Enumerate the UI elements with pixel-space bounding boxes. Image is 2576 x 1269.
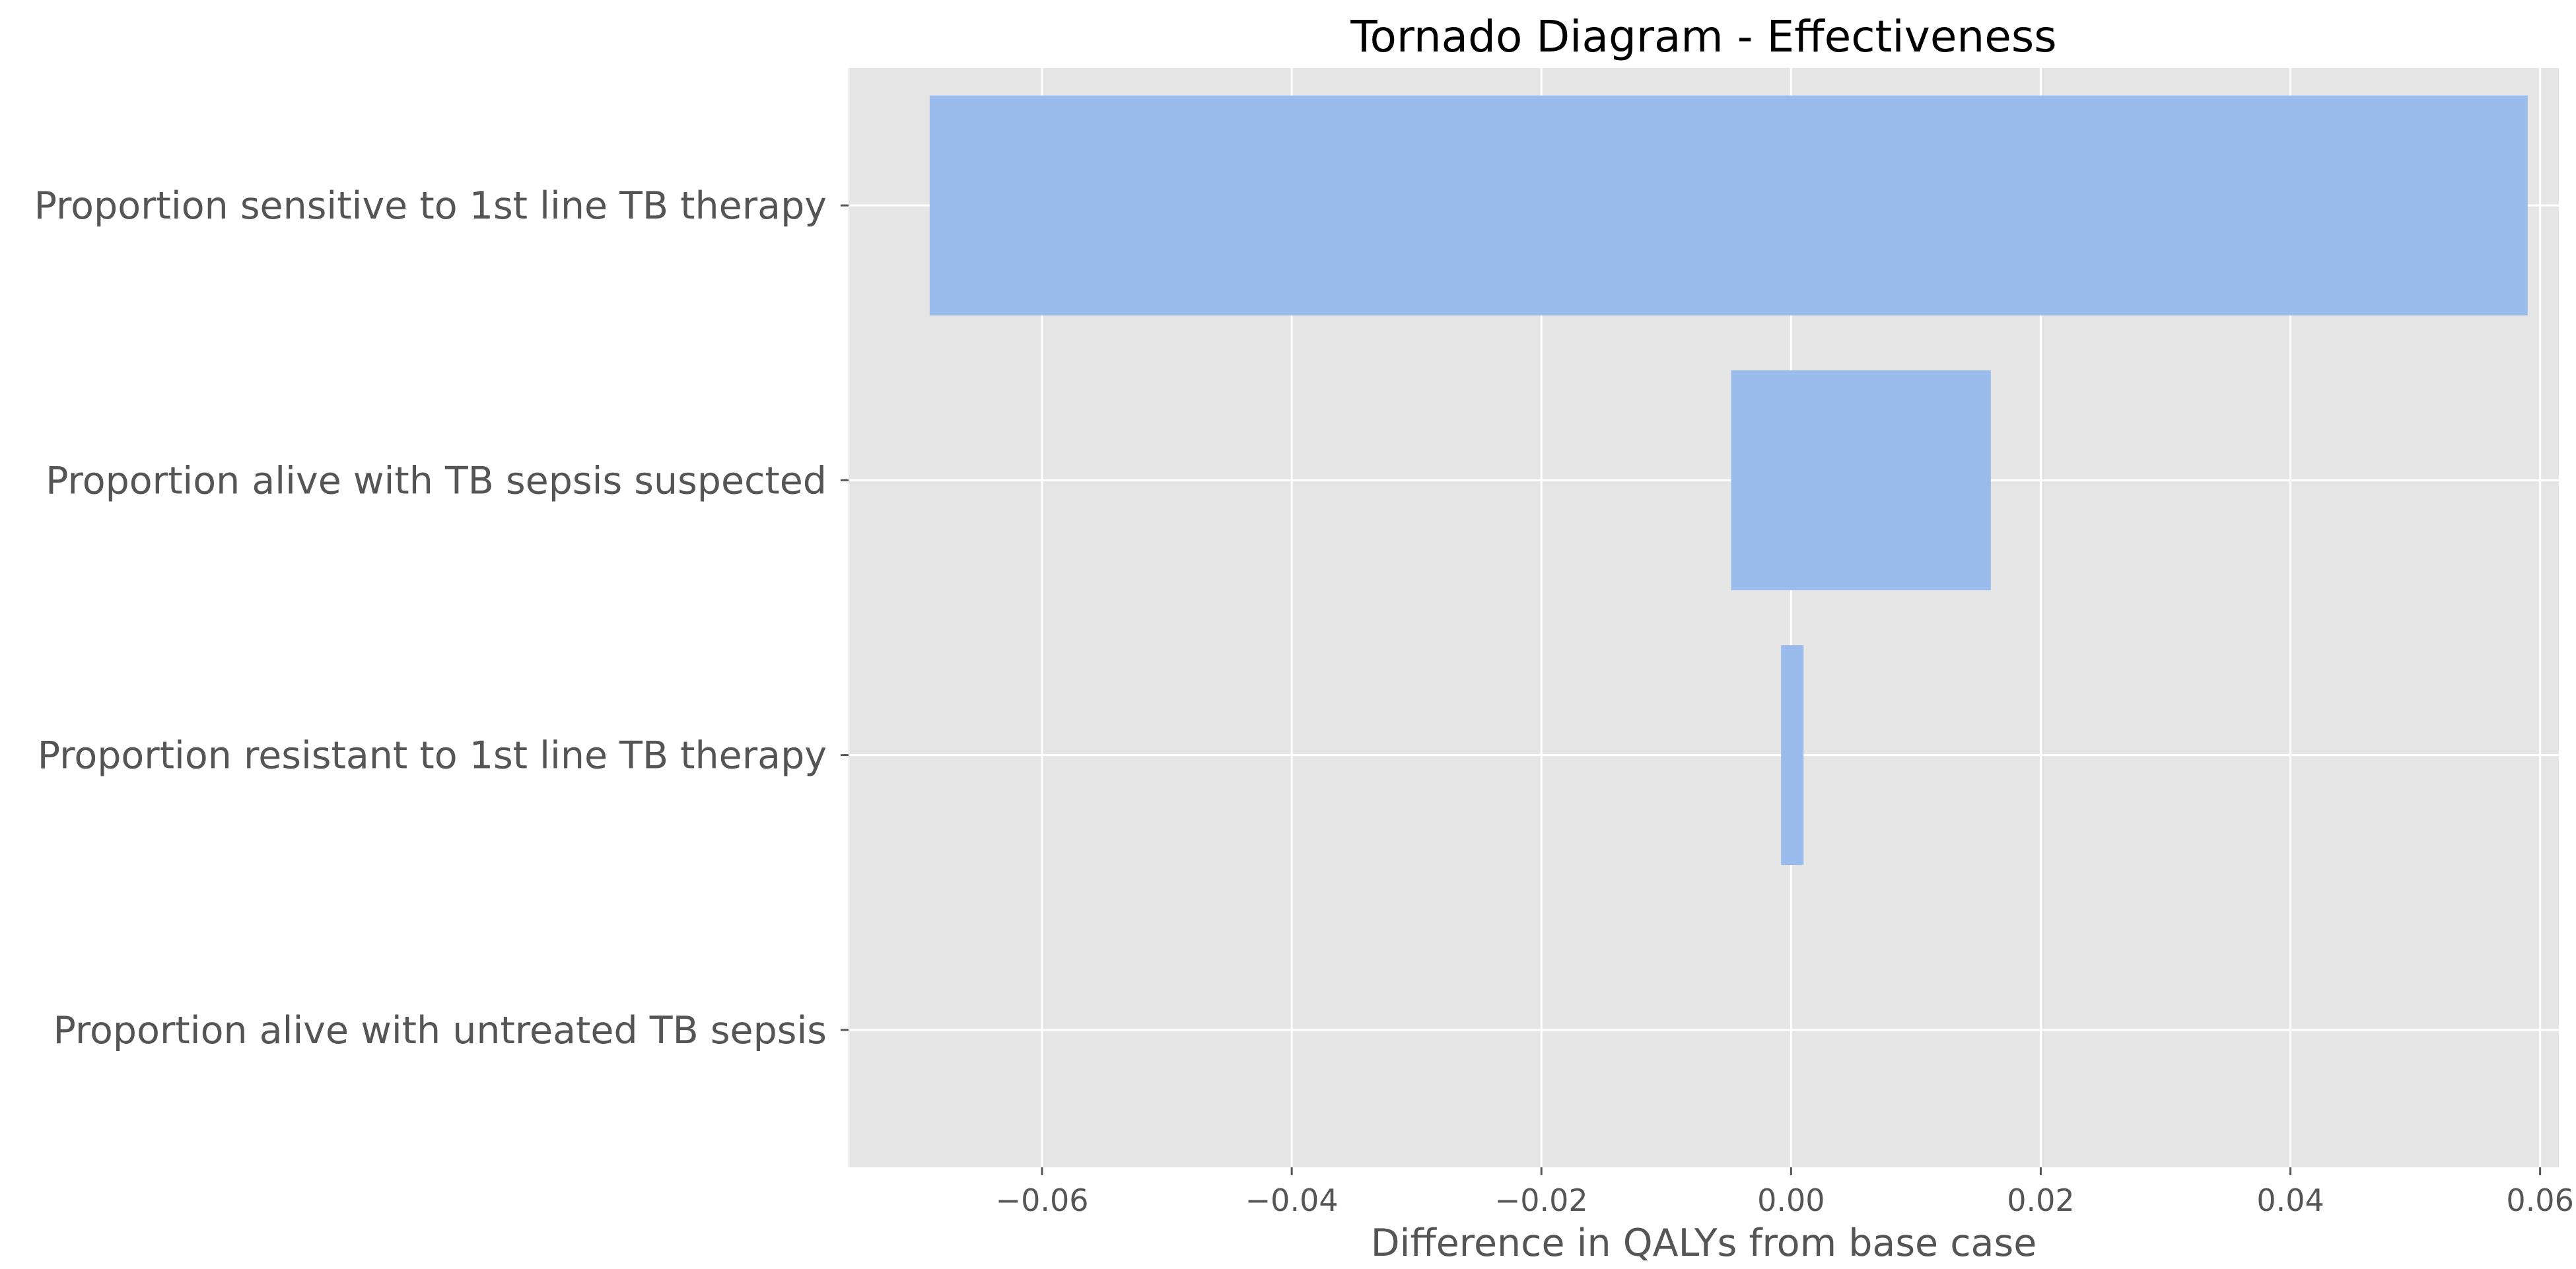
bar-2: [1731, 370, 1991, 590]
y-axis: Proportion sensitive to 1st line TB ther…: [34, 184, 849, 1052]
category-label: Proportion resistant to 1st line TB ther…: [38, 734, 827, 778]
bars: [929, 95, 2528, 866]
x-tick-label: 0.00: [1757, 1183, 1825, 1218]
bar-3: [1781, 645, 1804, 866]
category-label: Proportion sensitive to 1st line TB ther…: [34, 184, 827, 228]
x-tick-label: −0.06: [996, 1183, 1089, 1218]
x-tick-label: 0.02: [2007, 1183, 2074, 1218]
category-label: Proportion alive with TB sepsis suspecte…: [46, 459, 827, 502]
x-tick-label: −0.02: [1495, 1183, 1588, 1218]
x-tick-label: 0.04: [2256, 1183, 2324, 1218]
bar-1: [929, 95, 2528, 316]
x-tick-label: 0.06: [2506, 1183, 2573, 1218]
x-tick-label: −0.04: [1245, 1183, 1339, 1218]
x-axis-label: Difference in QALYs from base case: [1371, 1221, 2037, 1265]
chart-title: Tornado Diagram - Effectiveness: [1350, 11, 2056, 62]
x-axis: −0.06 −0.04 −0.02 0.00 0.02 0.04 0.06: [996, 1167, 2574, 1218]
category-label: Proportion alive with untreated TB sepsi…: [53, 1009, 827, 1052]
